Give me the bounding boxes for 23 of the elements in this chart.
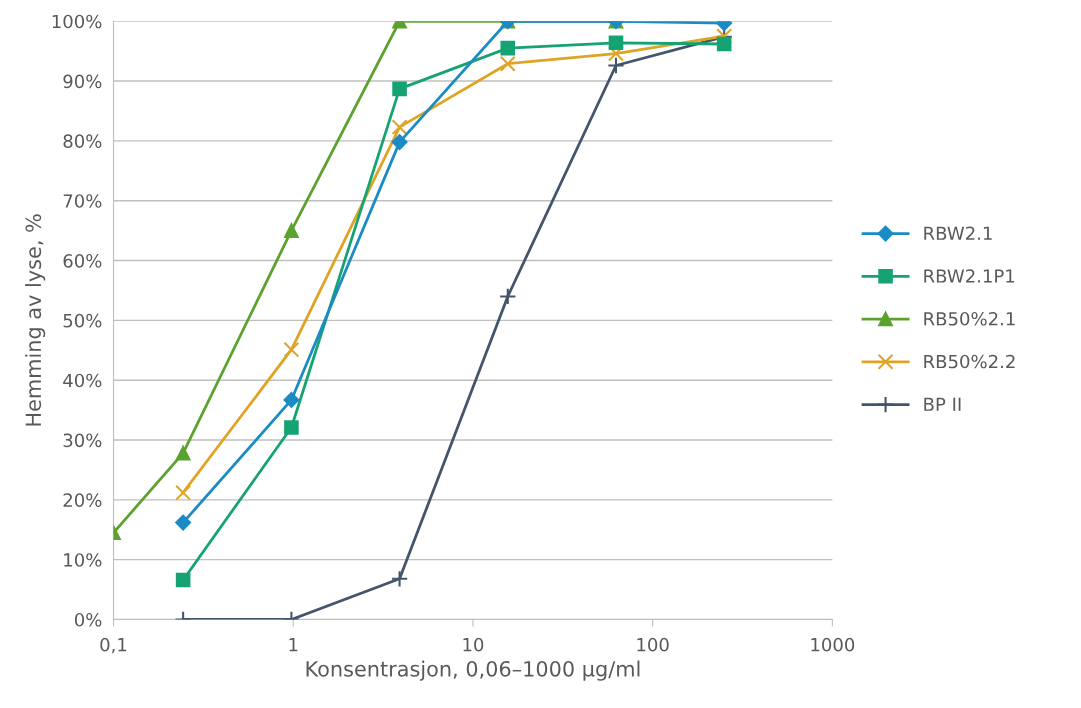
x-tick-label: 1 — [289, 638, 298, 652]
y-axis-title: Hemming av lyse, % — [25, 214, 46, 426]
y-tick-label: 100% — [52, 14, 102, 29]
y-tick-label: 50% — [63, 313, 102, 328]
y-tick-label: 20% — [63, 493, 102, 507]
y-tick-label: 60% — [63, 254, 102, 268]
legend-label: BP II — [924, 397, 961, 411]
x-tick-label: 1000 — [811, 637, 855, 652]
y-tick-label: 40% — [63, 373, 102, 388]
x-tick-label: 0,1 — [100, 637, 127, 654]
y-tick-label: 0% — [74, 612, 102, 627]
y-tick-label: 70% — [63, 194, 102, 208]
x-tick-label: 10 — [463, 637, 484, 652]
y-tick-label: 10% — [64, 553, 102, 567]
x-tick-label: 100 — [637, 637, 669, 652]
legend-label: RB50%2.1 — [924, 311, 1015, 326]
legend-label: RBW2.1P1 — [924, 269, 1015, 283]
legend-label: RB50%2.2 — [924, 354, 1015, 369]
legend-label: RBW2.1 — [924, 226, 992, 240]
x-axis-title: Konsentrasjon, 0,06–1000 µg/ml — [306, 660, 640, 681]
y-tick-label: 90% — [63, 74, 102, 89]
y-tick-label: 80% — [63, 134, 102, 149]
y-tick-label: 30% — [63, 433, 102, 448]
